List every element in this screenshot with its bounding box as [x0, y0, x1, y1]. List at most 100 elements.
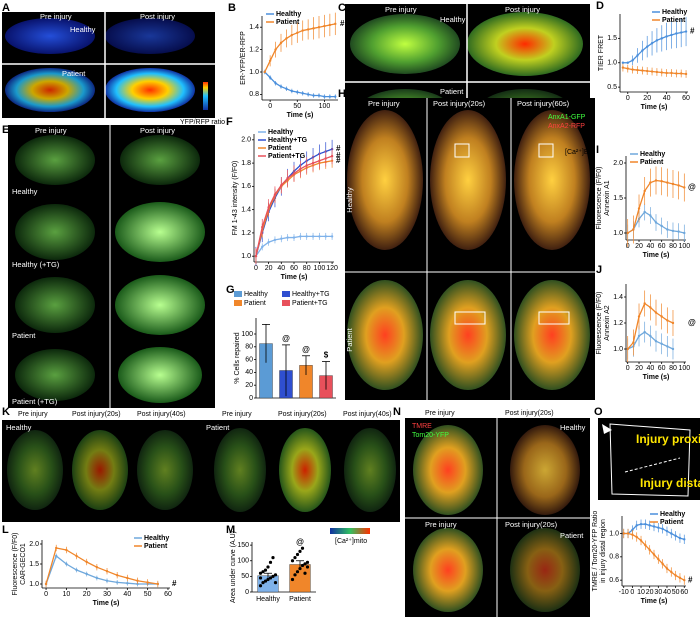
y-axis-label: TIER FRET [598, 34, 605, 71]
data-point [643, 302, 646, 305]
panel-letter: E [2, 124, 9, 136]
data-point [280, 237, 283, 240]
data-point [665, 35, 668, 38]
series-line [45, 547, 158, 585]
y-tick-label: 1.4 [241, 206, 251, 213]
data-point [65, 562, 68, 566]
data-point [306, 28, 310, 31]
data-point [654, 221, 658, 224]
x-tick-label: 20 [265, 265, 273, 272]
y-tick-label: 100 [237, 558, 249, 565]
image-label: Post injury(60s) [517, 99, 570, 108]
image-label: Pre injury [385, 5, 417, 14]
data-point [671, 321, 675, 325]
x-tick-label: 0 [44, 591, 48, 598]
image-label: Healthy [440, 15, 466, 24]
data-point [674, 574, 677, 577]
data-point [258, 584, 263, 588]
data-point [660, 37, 663, 40]
image-label: Healthy (+TG) [12, 260, 60, 269]
x-axis-label: Time (s) [281, 274, 308, 281]
legend-label: Patient [662, 17, 686, 24]
x-tick-label: 80 [669, 243, 677, 250]
data-point [626, 347, 629, 351]
data-point [274, 48, 277, 51]
x-tick-label: 40 [663, 95, 671, 102]
legend-label: Healthy [640, 151, 665, 158]
data-point [671, 229, 675, 233]
data-point [126, 582, 129, 585]
y-tick-label: 50 [241, 573, 249, 580]
y-tick-label: 1.5 [607, 35, 617, 42]
roi-box [454, 143, 470, 158]
panel-letter: B [228, 2, 236, 14]
cell [15, 349, 95, 401]
y-tick-label: 1.0 [613, 230, 623, 237]
x-tick-label: 60 [682, 95, 690, 102]
image-label: Healthy [6, 423, 32, 432]
x-axis-label: Time (s) [643, 374, 670, 381]
data-point [670, 71, 673, 75]
y-tick-label: 1.0 [613, 346, 623, 353]
image-label: Post injury [140, 126, 175, 135]
data-point [661, 527, 664, 531]
data-point [318, 159, 321, 162]
data-point [666, 228, 669, 231]
data-point [323, 95, 326, 98]
image-label: Patient [560, 531, 584, 540]
legend-label: Patient [144, 543, 168, 550]
image-panels [2, 4, 700, 617]
data-point [649, 214, 652, 217]
image-label: Pre injury [425, 410, 455, 417]
panel-letter: K [2, 406, 10, 418]
data-point [263, 568, 268, 572]
annotation: # [336, 144, 341, 153]
x-tick-label: 100 [678, 365, 690, 372]
legend-label: Patient [244, 300, 266, 307]
y-tick-label: 1.5 [29, 561, 39, 568]
data-point [670, 570, 673, 574]
cell [120, 135, 200, 185]
y-axis-label: CAR-GECO1 [20, 543, 27, 585]
injury-arrow [602, 424, 612, 434]
x-tick-label: 30 [654, 589, 662, 596]
image-label: TMRE [412, 423, 432, 430]
data-point [637, 315, 641, 318]
cell [15, 204, 95, 260]
y-axis-label: Fluorescence (F/F0) [12, 532, 19, 595]
data-point [643, 330, 646, 334]
annotation: # [172, 579, 177, 588]
data-point [258, 576, 263, 580]
image-label: Post injury(20s) [433, 99, 486, 108]
y-axis-label: in injury distal region [600, 519, 607, 583]
data-point [678, 576, 682, 580]
data-point [292, 236, 296, 239]
data-point [311, 161, 315, 165]
x-tick-label: 40 [663, 589, 671, 596]
data-point [666, 181, 669, 184]
data-point [674, 534, 677, 538]
cell [7, 430, 63, 510]
data-point [665, 567, 669, 570]
cell [514, 110, 590, 250]
data-point [328, 95, 332, 98]
x-tick-label: 20 [635, 243, 643, 250]
x-tick-label: 120 [326, 265, 338, 272]
y-tick-label: 40 [245, 369, 253, 376]
panel-letter: J [596, 264, 602, 276]
data-point [268, 576, 273, 580]
data-point [330, 235, 334, 238]
data-point [649, 306, 652, 309]
x-tick-label: 0 [630, 589, 634, 596]
data-point [95, 566, 99, 569]
panel-letter: F [226, 116, 233, 128]
color-bar [203, 82, 208, 110]
data-point [684, 30, 688, 33]
cell [350, 14, 460, 74]
cell [5, 18, 95, 54]
data-point [683, 538, 686, 541]
data-point [267, 241, 270, 244]
y-tick-label: 100 [241, 331, 253, 338]
panel-letter: D [596, 0, 604, 12]
x-tick-label: 0 [268, 103, 272, 110]
